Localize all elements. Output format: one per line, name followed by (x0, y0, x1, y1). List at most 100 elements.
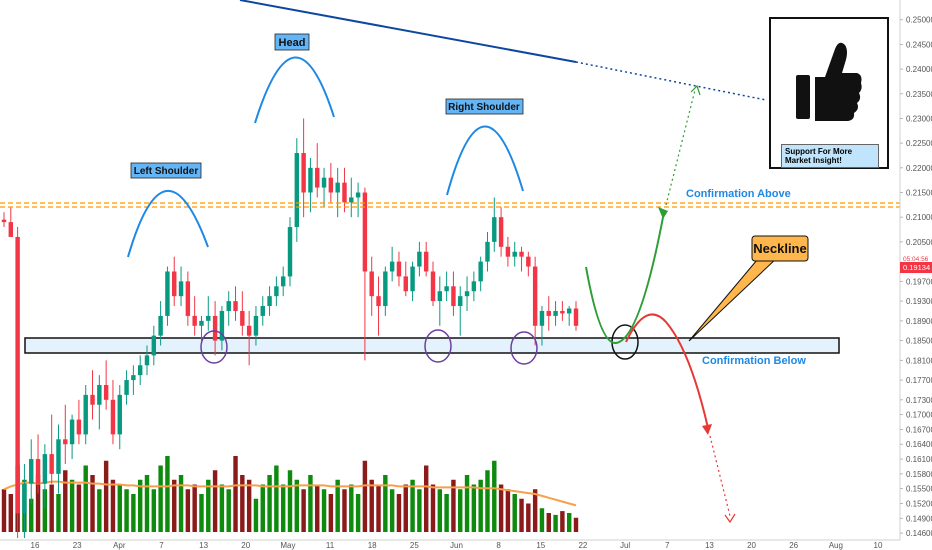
head-label: Head (279, 37, 306, 49)
candles (1, 118, 579, 539)
volume-bar (63, 470, 68, 532)
right-shoulder-label: Right Shoulder (448, 102, 520, 113)
candle-body (546, 310, 551, 316)
candle-body (417, 251, 422, 267)
volume-bar (199, 494, 204, 532)
volume-bar (206, 479, 211, 532)
candle-body (315, 167, 320, 188)
bearish-target-arrow (724, 513, 736, 524)
candle-body (301, 153, 306, 193)
support-box[interactable]: Support For More Market Insight! (769, 17, 889, 169)
volume-bar (165, 456, 170, 532)
volume-bar (492, 460, 497, 532)
candle-body (471, 281, 477, 292)
volume-bar (110, 479, 116, 532)
x-tick-label: 22 (578, 541, 587, 550)
x-tick-label: May (280, 541, 295, 550)
x-tick-label: 13 (199, 541, 208, 550)
volume-bar (246, 479, 252, 532)
volume-bar (417, 489, 422, 532)
candle-body (233, 301, 238, 311)
x-tick-label: 18 (368, 541, 377, 550)
candle-body (389, 261, 395, 272)
candle-body (274, 286, 279, 297)
bullish-path (585, 211, 665, 344)
volume-bar (315, 484, 320, 532)
candle-body (492, 217, 497, 242)
candle-body (464, 291, 470, 297)
candle-body (226, 301, 231, 311)
candle-body (342, 182, 347, 203)
candle-body (260, 306, 265, 316)
volume-bar (8, 494, 14, 532)
candle-body (15, 236, 20, 514)
current-price-text: 0.19134 (903, 263, 930, 272)
current-price-tag (900, 262, 932, 273)
candle-body (1, 219, 7, 223)
volume-bar (124, 489, 129, 532)
candle-body (8, 222, 14, 237)
candle-body (287, 227, 293, 277)
volume-bar (512, 494, 517, 532)
support-touch-circle-2 (424, 329, 452, 363)
x-tick-label: Jun (450, 541, 463, 550)
candle-body (35, 459, 41, 484)
candle-body (165, 271, 170, 316)
candle-body (192, 315, 197, 326)
volume-bar (485, 470, 490, 532)
candle-body (505, 246, 511, 257)
volume-bar (321, 489, 327, 532)
neckline-zone-rect (24, 337, 840, 354)
candle-body (42, 454, 48, 484)
candle-body (90, 394, 95, 405)
x-tick-label: 7 (159, 541, 164, 550)
candle-body (532, 266, 538, 326)
bullish-arrowhead (658, 207, 668, 219)
volume-bar (410, 479, 415, 532)
volume-bar (369, 479, 374, 532)
candle-body (22, 483, 27, 514)
volume-bar (396, 494, 402, 532)
volume-bar (219, 484, 225, 532)
volume-bar (553, 514, 558, 532)
volume-bar (458, 489, 463, 532)
volume-bars (1, 456, 579, 532)
volume-bar (335, 479, 340, 532)
volume-bar (383, 475, 388, 532)
volume-bar (35, 475, 41, 532)
candle-body (573, 308, 579, 326)
volume-bar (505, 489, 511, 532)
trend-line (239, 0, 577, 63)
volume-bar (178, 475, 184, 532)
candle-body (560, 310, 565, 314)
candle-body (553, 310, 558, 316)
candle-body (437, 291, 443, 302)
candle-body (103, 385, 109, 400)
volume-bar (532, 489, 538, 532)
candle-body (246, 325, 252, 336)
candle-body (206, 315, 211, 321)
volume-bar (144, 475, 150, 532)
support-touch-circle-1 (200, 330, 228, 364)
x-tick-label: 8 (496, 541, 501, 550)
volume-bar (260, 484, 265, 532)
support-touch-circle-3 (510, 331, 538, 365)
candle-body (478, 261, 483, 282)
candle-body (308, 167, 313, 193)
neckline-label-box (751, 235, 809, 262)
volume-bar (90, 475, 95, 532)
volume-bar (158, 465, 163, 532)
candle-body (63, 439, 68, 445)
candle-body (458, 296, 463, 307)
candle-body (199, 320, 204, 326)
